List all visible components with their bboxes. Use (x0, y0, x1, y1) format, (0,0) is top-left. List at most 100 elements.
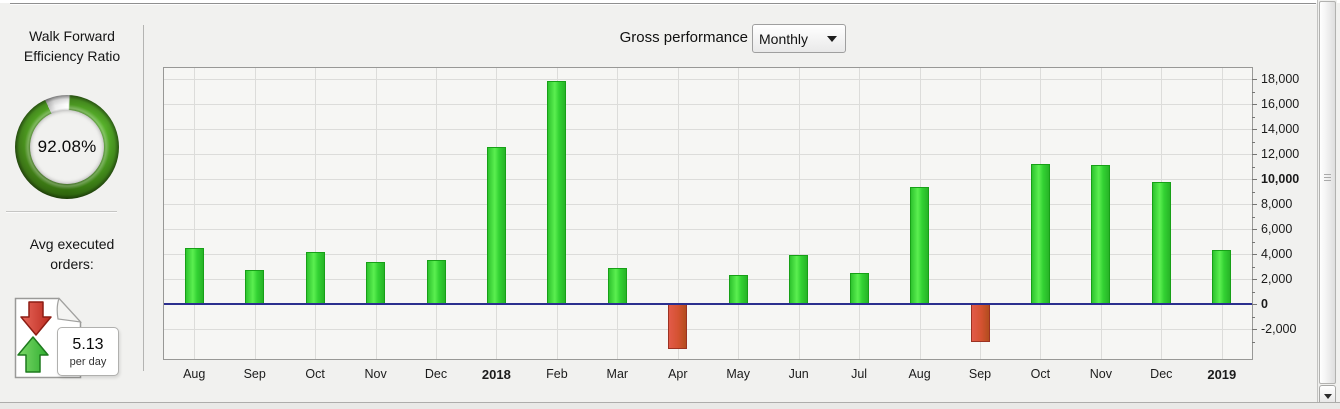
y-axis-minor-tick (1252, 116, 1255, 118)
y-axis-minor-tick (1252, 241, 1255, 243)
bar (1091, 165, 1111, 304)
gridline-horizontal (164, 179, 1252, 181)
gridline-vertical (798, 68, 800, 359)
bar (1151, 181, 1171, 305)
sidebar-separator (143, 25, 144, 371)
bottom-divider (0, 402, 1340, 403)
y-axis-minor-tick (1252, 216, 1255, 218)
bar (607, 267, 627, 304)
bar (305, 251, 325, 305)
scroll-down-button[interactable] (1319, 385, 1336, 407)
x-axis-label: Dec (1150, 367, 1173, 381)
y-axis-label: 6,000 (1261, 222, 1293, 237)
y-axis-minor-tick (1252, 91, 1255, 93)
bar (970, 304, 990, 342)
gridline-vertical (254, 68, 256, 359)
bar (245, 270, 265, 304)
wfer-gauge-value: 92.08% (37, 137, 97, 156)
gross-performance-chart: Aug Sep Oct Nov Dec 2018 Feb Mar Apr May Jun Jul Aug… (163, 67, 1299, 382)
x-axis-label: Sep (243, 367, 266, 381)
y-axis-tick (1252, 79, 1257, 81)
bar (668, 304, 688, 349)
bar (366, 261, 386, 305)
orders-unit: per day (69, 355, 107, 368)
status-bar (0, 403, 1340, 409)
x-axis-label: May (726, 367, 750, 381)
y-axis-tick (1252, 304, 1257, 305)
x-axis-label: Jun (788, 367, 809, 381)
y-axis-label: 16,000 (1261, 97, 1300, 112)
gridline-vertical (375, 68, 377, 359)
x-axis-label: 2018 (481, 367, 511, 382)
y-axis-label: 12,000 (1261, 147, 1300, 162)
down-arrow-icon (20, 301, 52, 336)
gridline-horizontal (164, 229, 1252, 231)
bar (486, 146, 506, 305)
y-axis-tick (1252, 129, 1257, 131)
wfer-title: Walk Forward Efficiency Ratio (23, 28, 121, 64)
period-dropdown-value: Monthly (759, 30, 809, 47)
y-axis-tick (1252, 204, 1257, 206)
y-axis-tick (1252, 329, 1257, 330)
chart-title: Gross performance (619, 29, 748, 46)
page-fold-icon (56, 297, 82, 323)
gridline-horizontal (164, 129, 1252, 131)
avg-orders-label: Avg executed orders: (29, 236, 115, 272)
x-axis-label: Aug (183, 367, 206, 381)
x-axis-label: Nov (364, 367, 387, 381)
bar (910, 186, 930, 304)
top-strip (0, 0, 1340, 3)
period-dropdown[interactable]: Monthly (752, 24, 846, 53)
x-axis-label: Oct (305, 367, 325, 381)
gridline-vertical (980, 68, 981, 359)
gridline-horizontal (164, 79, 1252, 81)
gridline-horizontal (164, 329, 1252, 330)
gridline-vertical (315, 68, 317, 359)
sidebar-divider (6, 211, 117, 213)
bar (849, 272, 869, 304)
gridline-horizontal (164, 204, 1252, 206)
y-axis-label: -2,000 (1261, 322, 1297, 336)
y-axis-minor-tick (1252, 191, 1255, 193)
chevron-down-icon (827, 35, 837, 42)
scroll-down-icon (1323, 393, 1332, 399)
gridline-horizontal (164, 154, 1252, 156)
gridline-vertical (677, 68, 679, 359)
x-axis-label: Sep (968, 367, 992, 381)
bar (728, 275, 748, 304)
y-axis-tick (1252, 179, 1257, 181)
bar (1212, 250, 1232, 304)
orders-value: 5.13 (72, 335, 104, 353)
gridline-horizontal (164, 254, 1252, 256)
gridline-horizontal (164, 104, 1252, 106)
x-axis-label: Nov (1089, 367, 1113, 381)
y-axis-tick (1252, 104, 1257, 106)
scrollbar-thumb[interactable] (1319, 1, 1336, 384)
x-axis-label: Feb (546, 367, 568, 381)
y-axis-minor-tick (1252, 141, 1255, 143)
x-axis-label: Apr (668, 367, 688, 381)
y-axis-label: 14,000 (1261, 122, 1300, 137)
wfer-gauge: 92.08% (15, 95, 119, 199)
y-axis-label: 2,000 (1261, 272, 1293, 287)
top-divider (10, 3, 1316, 5)
y-axis-minor-tick (1252, 166, 1255, 168)
y-axis-label: 18,000 (1261, 72, 1300, 87)
y-axis-minor-tick (1252, 316, 1255, 318)
gridline-vertical (738, 68, 740, 359)
y-axis-minor-tick (1252, 341, 1255, 343)
x-axis-label: Mar (606, 367, 629, 381)
scrollbar-grip-icon (1324, 174, 1331, 181)
zero-line (164, 303, 1252, 305)
bar (547, 80, 567, 305)
vertical-scrollbar[interactable] (1317, 0, 1337, 409)
x-axis-label: Oct (1030, 367, 1051, 381)
bar (426, 260, 446, 304)
gridline-vertical (194, 68, 196, 359)
x-axis-label: Dec (424, 367, 448, 381)
bar (789, 255, 809, 304)
y-axis-minor-tick (1252, 291, 1255, 293)
y-axis-label: 8,000 (1261, 197, 1293, 212)
y-axis-label: 10,000 (1261, 172, 1300, 187)
